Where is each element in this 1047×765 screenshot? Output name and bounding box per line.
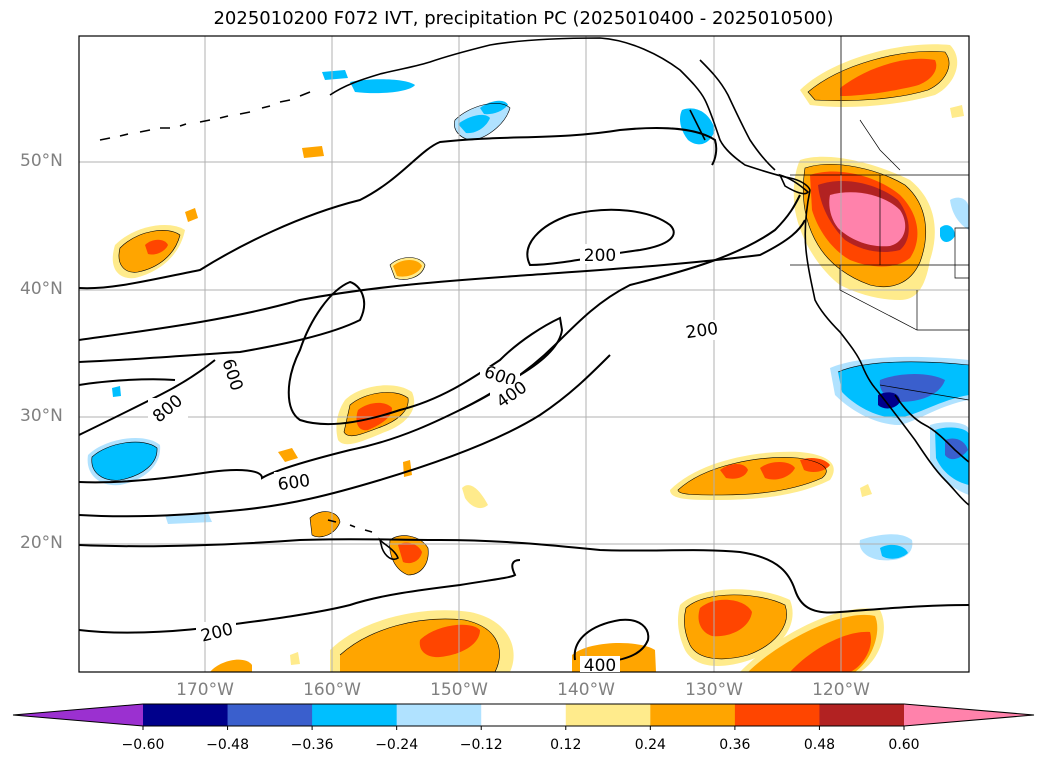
colorbar-segment (143, 704, 229, 726)
colorbar-segment (227, 704, 313, 726)
colorbar-segment (734, 704, 820, 726)
coastlines (99, 37, 969, 561)
contour-label: 600 (277, 471, 312, 495)
map-title: 2025010200 F072 IVT, precipitation PC (2… (213, 8, 834, 29)
lon-label: 140°W (557, 680, 615, 700)
contour-label: 200 (685, 319, 720, 343)
colorbar-segment (819, 704, 905, 726)
colorbar-segment (312, 704, 398, 726)
colorbar-tick-label: 0.24 (634, 737, 666, 753)
colorbar-tick-label: −0.60 (121, 737, 165, 753)
colorbar (12, 703, 1035, 730)
colorbar-extend-low (13, 704, 143, 726)
ivt-contours (79, 127, 969, 664)
map-area (79, 36, 969, 672)
colorbar-tick-label: 0.48 (803, 737, 836, 753)
lon-label: 130°W (685, 680, 743, 700)
lat-label: 40°N (20, 279, 63, 299)
gridlines (79, 36, 969, 672)
colorbar-tick-label: −0.24 (375, 737, 419, 753)
lat-label: 20°N (20, 533, 63, 553)
contour-label: 200 (584, 246, 616, 266)
precip-positive (112, 44, 964, 672)
colorbar-extend-high (904, 704, 1034, 726)
colorbar-segment (396, 704, 482, 726)
colorbar-tick-label: 0.36 (719, 737, 751, 753)
lon-label: 170°W (176, 680, 234, 700)
colorbar-segment (481, 704, 567, 726)
colorbar-segment (565, 704, 651, 726)
colorbar-tick-label: 0.60 (888, 737, 920, 753)
precip-negative (87, 70, 969, 561)
colorbar-tick-label: −0.36 (290, 737, 334, 753)
borders (790, 36, 969, 401)
lon-label: 150°W (430, 680, 488, 700)
lat-label: 30°N (20, 406, 63, 426)
lat-label: 50°N (20, 151, 63, 171)
colorbar-tick-label: −0.12 (459, 737, 503, 753)
colorbar-tick-label: −0.48 (206, 737, 249, 753)
shading-outlines (91, 51, 969, 672)
colorbar-segment (650, 704, 736, 726)
contour-label: 400 (584, 656, 616, 676)
lon-label: 120°W (812, 680, 870, 700)
map-frame (78, 35, 970, 673)
colorbar-tick-label: 0.12 (550, 737, 582, 753)
lon-label: 160°W (303, 680, 361, 700)
